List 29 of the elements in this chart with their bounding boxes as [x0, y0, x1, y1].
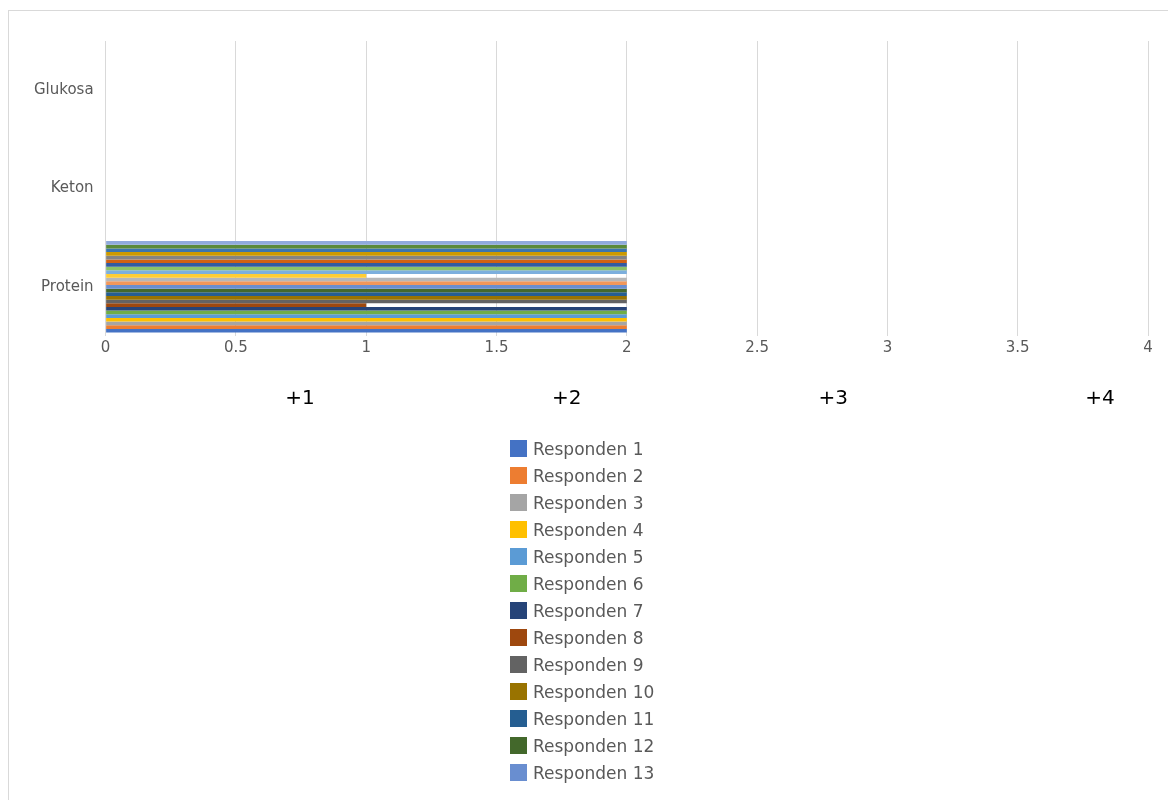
x-tick-label: 3 — [882, 337, 893, 356]
legend-label: Responden 7 — [533, 600, 644, 621]
legend-label: Responden 6 — [533, 573, 644, 594]
legend-label: Responden 8 — [533, 627, 644, 648]
legend-label: Responden 11 — [533, 708, 655, 729]
x-tick-label: 0.5 — [224, 337, 248, 356]
legend-label: Responden 2 — [533, 465, 644, 486]
x-tick-label: 1.5 — [484, 337, 509, 356]
y-tick-label: Keton — [50, 178, 94, 197]
x-tick-label: 2.5 — [745, 337, 770, 356]
legend-label: Responden 1 — [533, 438, 644, 459]
legend-label: Responden 4 — [533, 519, 644, 540]
text: +4 — [1085, 385, 1115, 409]
x-tick-label: 1 — [361, 337, 371, 356]
y-tick-label: Glukosa — [33, 80, 94, 99]
text: +2 — [551, 385, 582, 409]
legend-label: Responden 13 — [533, 762, 655, 783]
legend-label: Responden 9 — [533, 654, 644, 675]
legend-label: Responden 5 — [533, 546, 644, 567]
legend-label: Responden 10 — [533, 681, 655, 702]
x-tick-label: 3.5 — [1005, 337, 1030, 356]
x-tick-label: 0 — [100, 337, 111, 356]
x-tick-label: 2 — [622, 337, 632, 356]
legend-label: Responden 3 — [533, 492, 644, 513]
text: +3 — [818, 385, 849, 409]
legend-label: Responden 12 — [533, 735, 655, 756]
y-tick-label: Protein — [41, 276, 94, 295]
text: +1 — [285, 385, 315, 409]
x-tick-label: 4 — [1143, 337, 1153, 356]
